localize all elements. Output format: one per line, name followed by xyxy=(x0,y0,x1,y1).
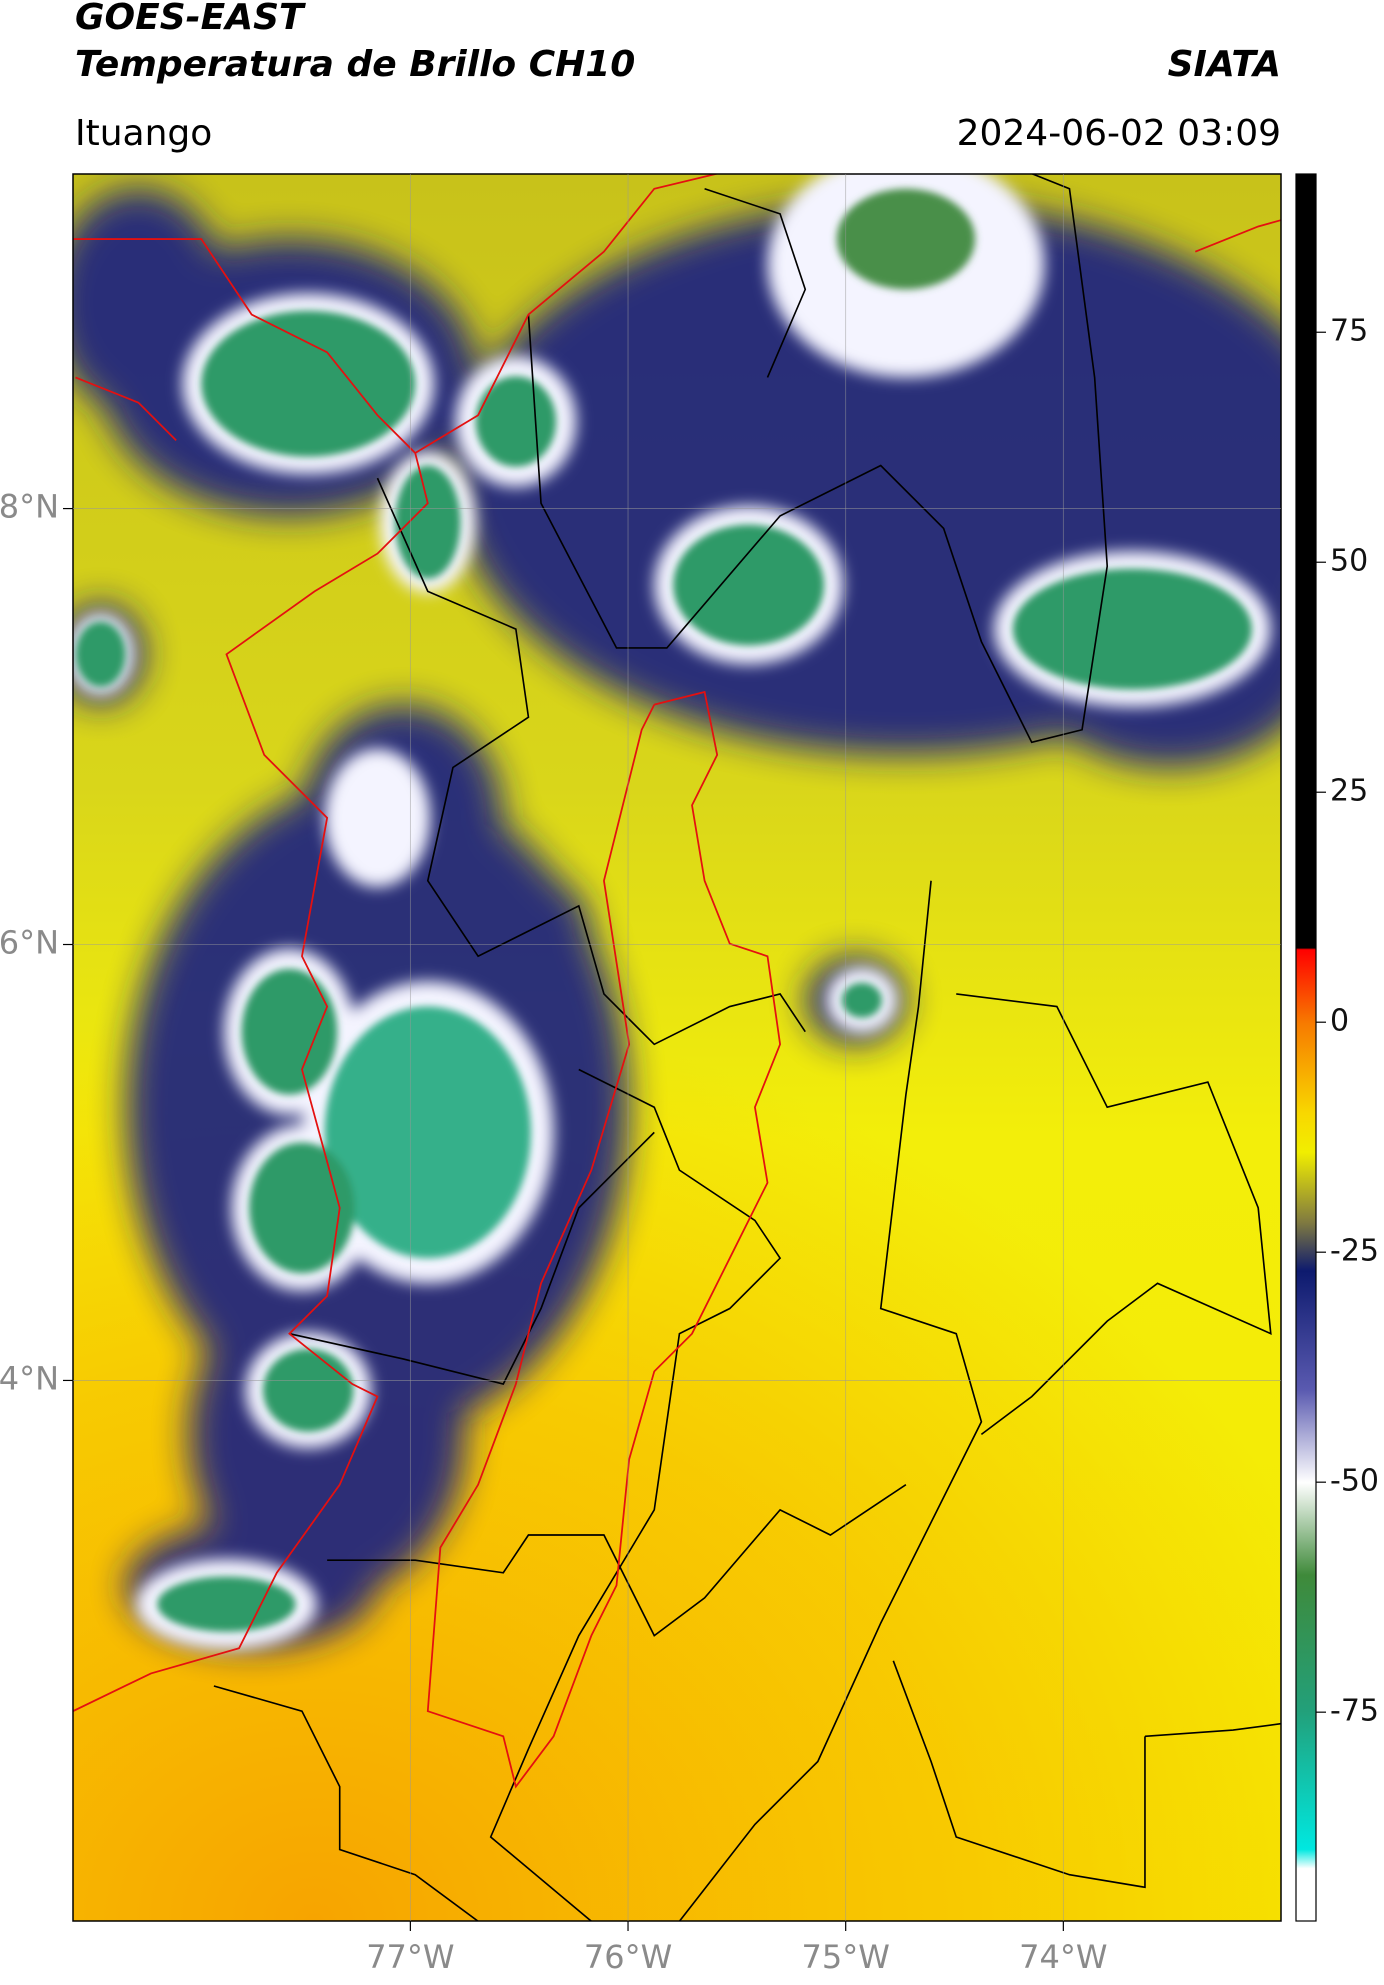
source: SIATA xyxy=(1168,44,1281,85)
x-tick-label: 75°W xyxy=(802,1938,890,1976)
map-frame xyxy=(72,173,1282,1922)
location: Ituango xyxy=(75,113,212,154)
colorbar-tick-label: -50 xyxy=(1330,1464,1379,1499)
y-tick-label: 8°N xyxy=(0,488,59,526)
y-tick-label: 6°N xyxy=(0,924,59,962)
colorbar-tick-label: -25 xyxy=(1330,1234,1379,1269)
colorbar-tick-label: 75 xyxy=(1330,314,1368,349)
x-tick-label: 74°W xyxy=(1019,1938,1107,1976)
satellite-name: GOES-EAST xyxy=(75,0,306,38)
colorbar-tick-label: 50 xyxy=(1330,544,1368,579)
colorbar-tick-label: -75 xyxy=(1330,1694,1379,1729)
timestamp: 2024-06-02 03:09 xyxy=(957,113,1281,154)
colorbar-tick-label: 0 xyxy=(1330,1004,1349,1039)
satellite-image xyxy=(73,174,1281,1921)
x-tick-label: 76°W xyxy=(584,1938,672,1976)
x-tick-label: 77°W xyxy=(366,1938,454,1976)
y-tick-label: 4°N xyxy=(0,1359,59,1397)
colorbar-tick-label: 25 xyxy=(1330,774,1368,809)
colorbar xyxy=(1295,173,1317,1922)
title: Temperatura de Brillo CH10 xyxy=(75,44,635,85)
